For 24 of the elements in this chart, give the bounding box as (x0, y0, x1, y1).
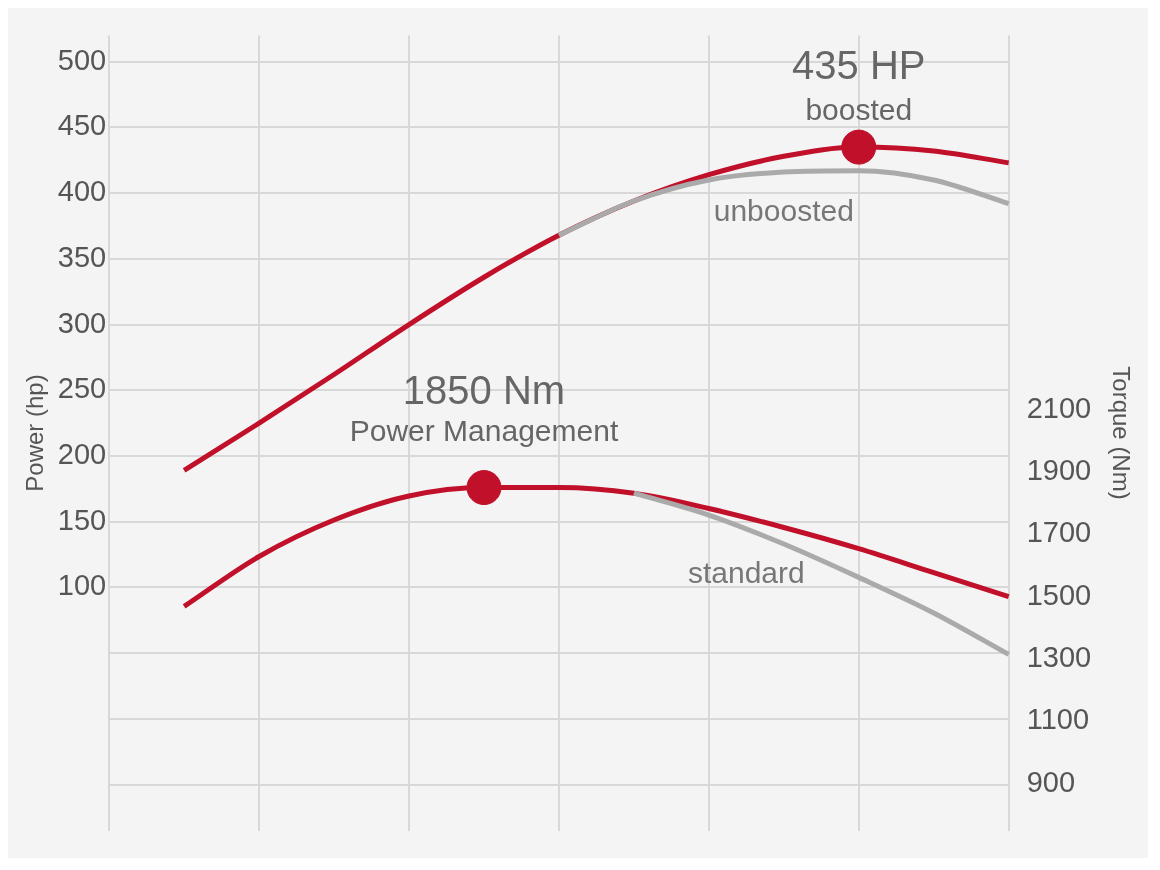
annotation: 435 HP (792, 43, 926, 88)
y-tick-label: 450 (57, 109, 107, 142)
y2-tick-label: 1100 (1026, 703, 1090, 736)
y2-tick-label: 1300 (1026, 641, 1092, 674)
annotation: boosted (805, 92, 913, 126)
y-tick-label: 150 (57, 503, 107, 536)
y2-axis-title: Torque (Nm) (1107, 366, 1135, 500)
annotation: standard (687, 555, 805, 589)
y2-tick-label: 1900 (1026, 453, 1092, 486)
y-tick-label: 250 (57, 372, 107, 405)
annotation: unboosted (713, 194, 854, 228)
annotation: Power Management (349, 413, 619, 447)
y-tick-label: 300 (57, 306, 107, 339)
y-tick-label: 350 (57, 240, 107, 273)
y2-tick-label: 900 (1026, 765, 1076, 798)
y2-tick-label: 1500 (1026, 578, 1092, 611)
y2-tick-label: 1700 (1026, 516, 1092, 549)
annotation: 1850 Nm (402, 367, 566, 412)
y-tick-label: 100 (57, 569, 107, 602)
y-tick-label: 400 (57, 175, 107, 208)
y-tick-label: 500 (57, 43, 107, 76)
y-tick-label: 200 (57, 438, 107, 470)
y2-tick-label: 2100 (1026, 391, 1092, 424)
y-axis-title: Power (hp) (21, 374, 49, 492)
